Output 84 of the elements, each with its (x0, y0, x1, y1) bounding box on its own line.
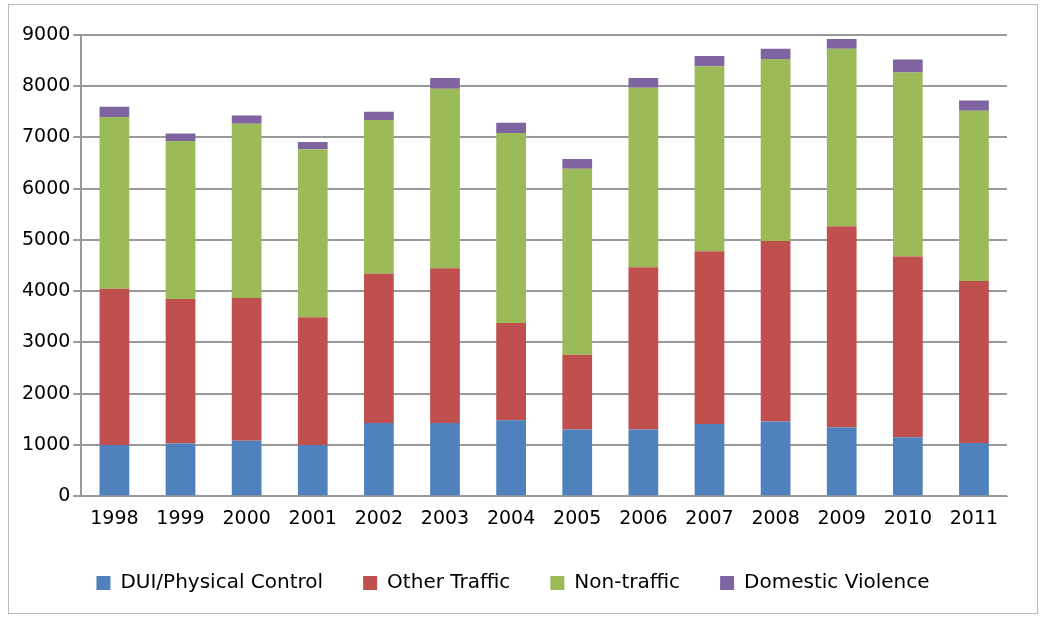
bar (430, 88, 460, 269)
bar (826, 48, 857, 227)
bar (297, 142, 328, 150)
bar (694, 66, 725, 252)
x-tick-label: 2004 (486, 505, 536, 528)
bar (99, 444, 130, 496)
bar (959, 442, 989, 496)
y-tick-label: 2000 (21, 380, 71, 403)
y-tick-label: 7000 (21, 124, 71, 147)
bar (297, 444, 328, 496)
bar (496, 132, 526, 323)
x-tick-label: 2001 (288, 505, 337, 528)
x-tick-label: 2011 (949, 505, 999, 528)
x-tick-label: 1999 (156, 505, 205, 528)
bar (694, 251, 725, 424)
bar (231, 115, 262, 124)
bar (430, 422, 460, 496)
bar (297, 149, 328, 318)
bar (694, 56, 725, 67)
y-tick-label: 9000 (21, 21, 71, 44)
bar (628, 78, 659, 88)
bar (892, 72, 923, 257)
x-tick-label: 2006 (619, 505, 668, 528)
x-tick-label: 1998 (90, 505, 139, 528)
bar (760, 421, 791, 496)
bar (562, 168, 593, 355)
bar (165, 141, 196, 299)
bar (562, 159, 593, 169)
x-tick-label: 2000 (222, 505, 271, 528)
bar (99, 288, 130, 445)
legend-label: DUI/Physical Control (120, 569, 324, 594)
bar (99, 116, 130, 289)
bar (826, 39, 857, 49)
bar (760, 48, 791, 60)
y-tick-label: 8000 (21, 73, 71, 96)
y-tick-label: 4000 (21, 278, 71, 301)
bar (165, 443, 196, 496)
bar (959, 100, 989, 111)
y-tick-label: 6000 (21, 175, 71, 198)
bar (892, 59, 923, 73)
x-tick-label: 2009 (817, 505, 866, 528)
bar (628, 87, 659, 268)
bar (760, 241, 791, 422)
bar (364, 111, 394, 121)
legend-label: Domestic Violence (744, 569, 930, 594)
legend-label: Other Traffic (387, 569, 511, 594)
bar (496, 322, 526, 421)
bar (959, 110, 989, 281)
bar (430, 268, 460, 423)
bar (496, 420, 526, 496)
x-tick-label: 2002 (354, 505, 404, 528)
bar (231, 440, 262, 496)
bar (496, 122, 526, 133)
bar (165, 298, 196, 444)
bar (892, 256, 923, 438)
y-tick-label: 0 (58, 483, 71, 506)
bar (364, 273, 394, 423)
bar (297, 317, 328, 445)
bar (628, 267, 659, 430)
bar (231, 297, 262, 441)
bar (562, 354, 593, 430)
legend-label: Non-traffic (574, 569, 681, 594)
bar (628, 429, 659, 496)
bar (959, 280, 989, 443)
x-tick-label: 2007 (685, 505, 734, 528)
bar (165, 133, 196, 142)
bar (826, 226, 857, 428)
y-tick-label: 1000 (21, 431, 71, 454)
bar (364, 422, 394, 496)
bar (892, 437, 923, 496)
bar (430, 78, 460, 89)
y-tick-label: 3000 (21, 329, 71, 352)
x-tick-label: 2008 (751, 505, 800, 528)
x-tick-label: 2003 (420, 505, 470, 528)
bar (694, 423, 725, 496)
x-tick-label: 2005 (553, 505, 602, 528)
bar (99, 106, 130, 117)
y-tick-label: 5000 (21, 226, 71, 249)
x-tick-label: 2010 (883, 505, 932, 528)
bar (562, 429, 593, 496)
bar (231, 123, 262, 298)
bar (826, 427, 857, 496)
bar (364, 120, 394, 274)
bar (760, 59, 791, 241)
